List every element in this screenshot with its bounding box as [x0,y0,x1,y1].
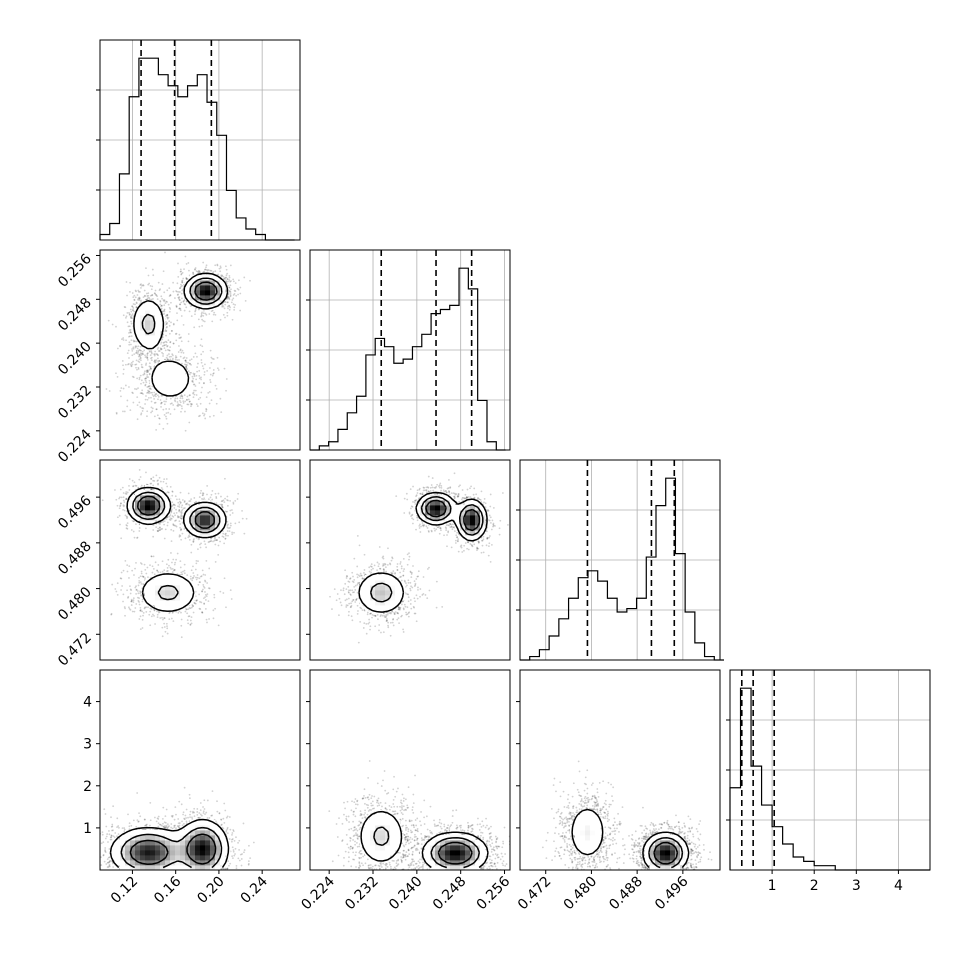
scatter-panel-3-0 [99,669,301,871]
x-tick-label: 0.12 [108,874,141,907]
y-tick-label: 2 [83,779,92,795]
panel-frame [309,249,511,451]
panel-content [100,786,255,870]
y-tick-label: 1 [83,821,92,837]
hist-panel-1 [306,249,511,451]
contour-level [136,495,215,529]
y-tick-label: 0.240 [55,339,95,379]
x-tick-label: 3 [852,878,861,894]
contour-level [571,808,690,869]
contour-level [425,499,481,532]
x-tick-label: 2 [810,878,819,894]
y-tick-label: 0.248 [55,295,95,335]
x-tick-label: 0.256 [474,873,514,913]
panel-frame [309,669,511,871]
panel-background [310,460,510,660]
y-tick-label: 0.496 [55,493,95,533]
panel-frame [309,459,511,661]
histogram-step [310,267,506,451]
contours [571,808,690,869]
x-tick-label: 0.224 [298,873,338,913]
scatter-panel-3-2 [519,669,721,871]
contours [109,818,230,869]
panel-frame [729,669,931,871]
contour-level [129,833,217,865]
histogram-step [520,477,724,661]
scatter-panel-1-0 [99,249,301,451]
y-tick-label: 0.480 [55,584,95,624]
contours [360,810,489,869]
panel-frame [519,669,721,871]
contour-level [653,841,679,865]
panel-content [541,760,713,870]
x-tick-label: 0.248 [430,874,470,914]
contour-level [360,810,489,869]
panel-content [101,469,248,639]
x-tick-label: 1 [768,878,777,894]
x-tick-label: 0.20 [194,874,227,907]
contour-level [109,818,230,869]
panel-frame [519,459,721,661]
contour-level [132,491,221,601]
contours [133,272,229,397]
x-tick-label: 0.24 [238,873,271,906]
contour-level [437,841,473,865]
y-tick-label: 4 [83,695,92,711]
contour-level [194,281,218,301]
y-tick-label: 3 [83,737,92,753]
contour-level [120,826,223,869]
x-tick-label: 0.16 [151,873,184,906]
panel-background [520,670,720,870]
x-tick-label: 0.232 [342,874,382,914]
panel-content [329,472,509,644]
scatter-panel-2-1 [309,459,511,661]
y-tick-label: 0.488 [55,538,95,578]
y-tick-label: 0.224 [55,426,95,466]
panel-content [105,251,251,432]
histogram-step [99,57,295,241]
panel-frame [99,669,301,871]
hist-panel-2 [516,459,724,661]
contour-level [358,491,488,613]
contour-level [373,826,481,869]
panel-frame [99,39,301,241]
contour-level [141,277,223,335]
x-tick-label: 0.488 [606,874,646,914]
contour-level [369,496,484,603]
scatter-panel-3-1 [309,669,511,871]
contours [358,491,488,613]
panel-frame [99,249,301,451]
contour-level [648,837,684,869]
y-tick-label: 0.472 [55,630,95,670]
x-tick-label: 0.480 [561,874,601,914]
hist-panel-3 [726,669,931,871]
x-tick-label: 0.240 [386,874,426,914]
contour-level [133,272,229,397]
x-tick-label: 0.472 [515,874,555,914]
y-tick-label: 0.256 [55,251,95,291]
panel-frame [99,459,301,661]
contours [126,486,227,612]
panel-content [328,760,510,870]
x-tick-label: 4 [894,878,903,894]
x-tick-label: 0.496 [652,873,692,913]
scatter-panel-2-0 [99,459,301,661]
y-tick-label: 0.232 [55,383,95,423]
contour-level [126,486,227,612]
hist-panel-0 [96,39,301,241]
